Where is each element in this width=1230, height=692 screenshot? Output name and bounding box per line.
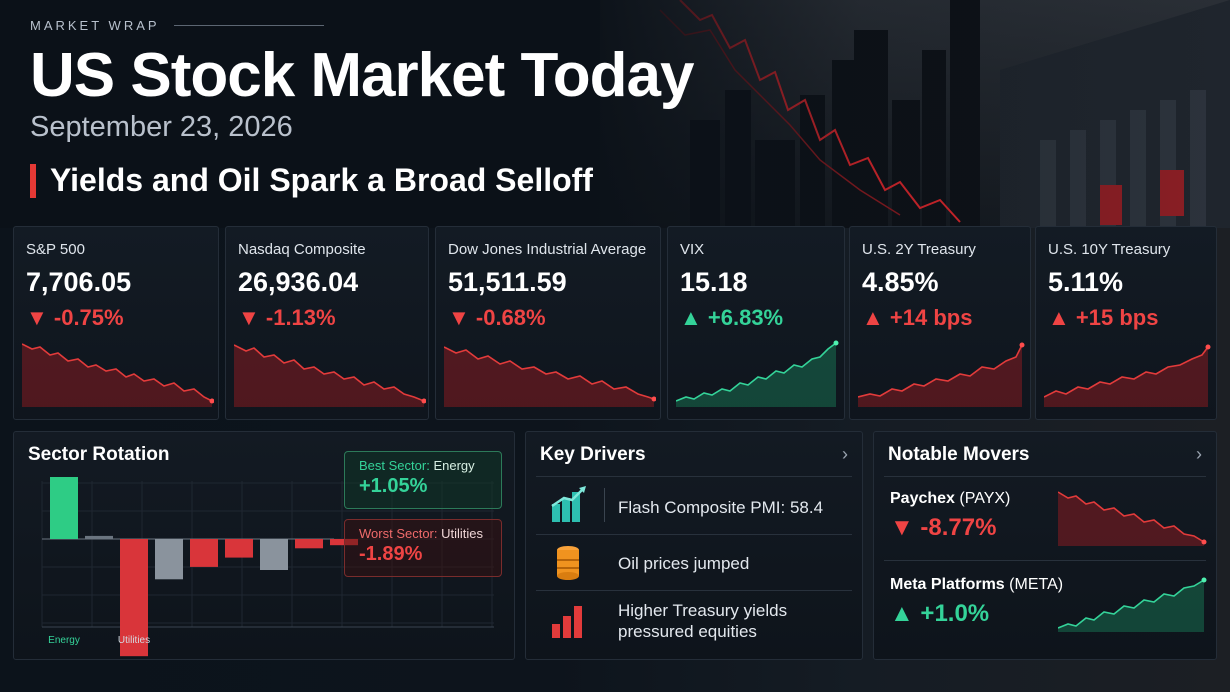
driver-text: Flash Composite PMI: 58.4 — [618, 497, 824, 517]
card-sparkline — [1044, 344, 1211, 407]
card-sparkline — [234, 344, 426, 407]
sector-bar — [50, 477, 78, 539]
sector-bar — [225, 539, 253, 558]
sector-bar — [190, 539, 218, 567]
sector-bar — [155, 539, 183, 580]
x-tick-label: Utilities — [118, 635, 150, 646]
card-name: U.S. 2Y Treasury — [862, 241, 976, 258]
panel-title: Key Drivers — [540, 444, 646, 465]
eyebrow-label: MARKET WRAP — [30, 18, 160, 33]
headline-text: Yields and Oil Spark a Broad Selloff — [50, 162, 593, 198]
best-sector-value: +1.05% — [359, 475, 428, 497]
card-name: Dow Jones Industrial Average — [448, 241, 647, 258]
best-sector-key: Best Sector: — [359, 458, 430, 473]
card-dow[interactable]: Dow Jones Industrial Average 51,511.59 ▼… — [435, 226, 661, 420]
divider — [536, 476, 852, 477]
card-name: Nasdaq Composite — [238, 241, 366, 258]
card-name: U.S. 10Y Treasury — [1048, 241, 1171, 258]
mover-company: Meta Platforms — [890, 576, 1005, 593]
card-vix[interactable]: VIX 15.18 ▲ +6.83% — [667, 226, 845, 420]
card-sp500[interactable]: S&P 500 7,706.05 ▼ -0.75% — [13, 226, 219, 420]
page-date: September 23, 2026 — [30, 111, 293, 143]
driver-text: Higher Treasury yields pressured equitie… — [618, 601, 788, 641]
header-fade — [0, 0, 1230, 228]
card-sparkline — [676, 340, 839, 407]
card-10y-treasury[interactable]: U.S. 10Y Treasury 5.11% ▲ +15 bps — [1035, 226, 1217, 420]
mover-change: ▲ +1.0% — [890, 600, 990, 627]
divider — [536, 590, 852, 591]
mover-name: Meta Platforms (META) — [890, 576, 1063, 594]
card-value: 51,511.59 — [448, 267, 567, 297]
mover-item[interactable]: Paychex (PAYX) ▼ -8.77% — [888, 490, 1208, 570]
driver-text: Oil prices jumped — [618, 553, 750, 573]
panel-title: Sector Rotation — [28, 444, 170, 465]
worst-sector-name: Utilities — [441, 526, 484, 541]
index-cards: S&P 500 7,706.05 ▼ -0.75% Nasdaq Composi… — [13, 226, 1217, 420]
worst-sector-badge: Worst Sector: Utilities -1.89% — [344, 519, 502, 577]
mover-sparkline — [1058, 491, 1207, 546]
card-2y-treasury[interactable]: U.S. 2Y Treasury 4.85% ▲ +14 bps — [849, 226, 1031, 420]
eyebrow: MARKET WRAP — [30, 18, 730, 33]
chevron-right-icon[interactable]: › — [1196, 444, 1202, 464]
card-change: ▼ -0.68% — [448, 305, 546, 330]
mover-name: Paychex (PAYX) — [890, 490, 1010, 508]
card-sparkline — [22, 343, 214, 407]
best-sector-label: Best Sector: Energy — [359, 458, 487, 473]
oil-barrel-icon — [557, 546, 579, 580]
card-change: ▲ +14 bps — [862, 305, 973, 330]
divider — [884, 560, 1206, 561]
sector-bar — [260, 539, 288, 570]
card-sparkline — [444, 346, 656, 407]
driver-item: Flash Composite PMI: 58.4 — [540, 482, 850, 532]
card-value: 5.11% — [1048, 267, 1124, 297]
headline: Yields and Oil Spark a Broad Selloff — [30, 162, 730, 199]
mover-ticker: (META) — [1009, 576, 1064, 593]
driver-divider — [604, 488, 605, 522]
best-sector-badge: Best Sector: Energy +1.05% — [344, 451, 502, 509]
building-chart-icon — [551, 486, 586, 522]
card-change: ▲ +15 bps — [1048, 305, 1159, 330]
chevron-right-icon[interactable]: › — [842, 444, 848, 464]
page-title: US Stock Market Today — [30, 41, 694, 110]
mover-sparkline — [1058, 577, 1207, 632]
mover-item[interactable]: Meta Platforms (META) ▲ +1.0% — [888, 576, 1208, 656]
sector-bar — [85, 535, 113, 539]
panel-title: Notable Movers — [888, 444, 1030, 465]
driver-item: Oil prices jumped — [540, 538, 850, 588]
card-change: ▼ -1.13% — [238, 305, 336, 330]
card-change: ▼ -0.75% — [26, 305, 124, 330]
sector-rotation-panel: Sector Rotation Energy Utilities Best Sec… — [13, 431, 515, 660]
best-sector-name: Energy — [433, 458, 475, 473]
worst-sector-key: Worst Sector: — [359, 526, 438, 541]
card-value: 7,706.05 — [26, 267, 132, 297]
headline-accent-bar — [30, 163, 36, 198]
worst-sector-value: -1.89% — [359, 543, 423, 565]
mover-change: ▼ -8.77% — [890, 514, 997, 541]
card-change: ▲ +6.83% — [680, 305, 784, 330]
card-nasdaq[interactable]: Nasdaq Composite 26,936.04 ▼ -1.13% — [225, 226, 429, 420]
eyebrow-rule — [173, 25, 324, 26]
key-drivers-panel[interactable]: Key Drivers › Flash Composite PMI: 58.4 … — [525, 431, 863, 660]
worst-sector-label: Worst Sector: Utilities — [359, 526, 487, 541]
card-sparkline — [858, 342, 1025, 407]
notable-movers-panel[interactable]: Notable Movers › Paychex (PAYX) ▼ -8.77%… — [873, 431, 1217, 660]
mover-ticker: (PAYX) — [959, 490, 1011, 507]
rising-bars-icon — [552, 606, 582, 638]
divider — [884, 476, 1206, 477]
mover-company: Paychex — [890, 490, 955, 507]
card-name: VIX — [680, 241, 705, 258]
card-value: 26,936.04 — [238, 267, 359, 297]
card-name: S&P 500 — [26, 241, 85, 258]
sector-bar — [120, 539, 148, 657]
header: MARKET WRAP US Stock Market Today Septem… — [30, 18, 730, 199]
card-value: 4.85% — [862, 267, 939, 297]
sector-bar — [295, 539, 323, 549]
card-value: 15.18 — [680, 267, 748, 297]
x-tick-label: Energy — [48, 635, 80, 646]
driver-item: Higher Treasury yields pressured equitie… — [540, 596, 850, 646]
divider — [536, 534, 852, 535]
